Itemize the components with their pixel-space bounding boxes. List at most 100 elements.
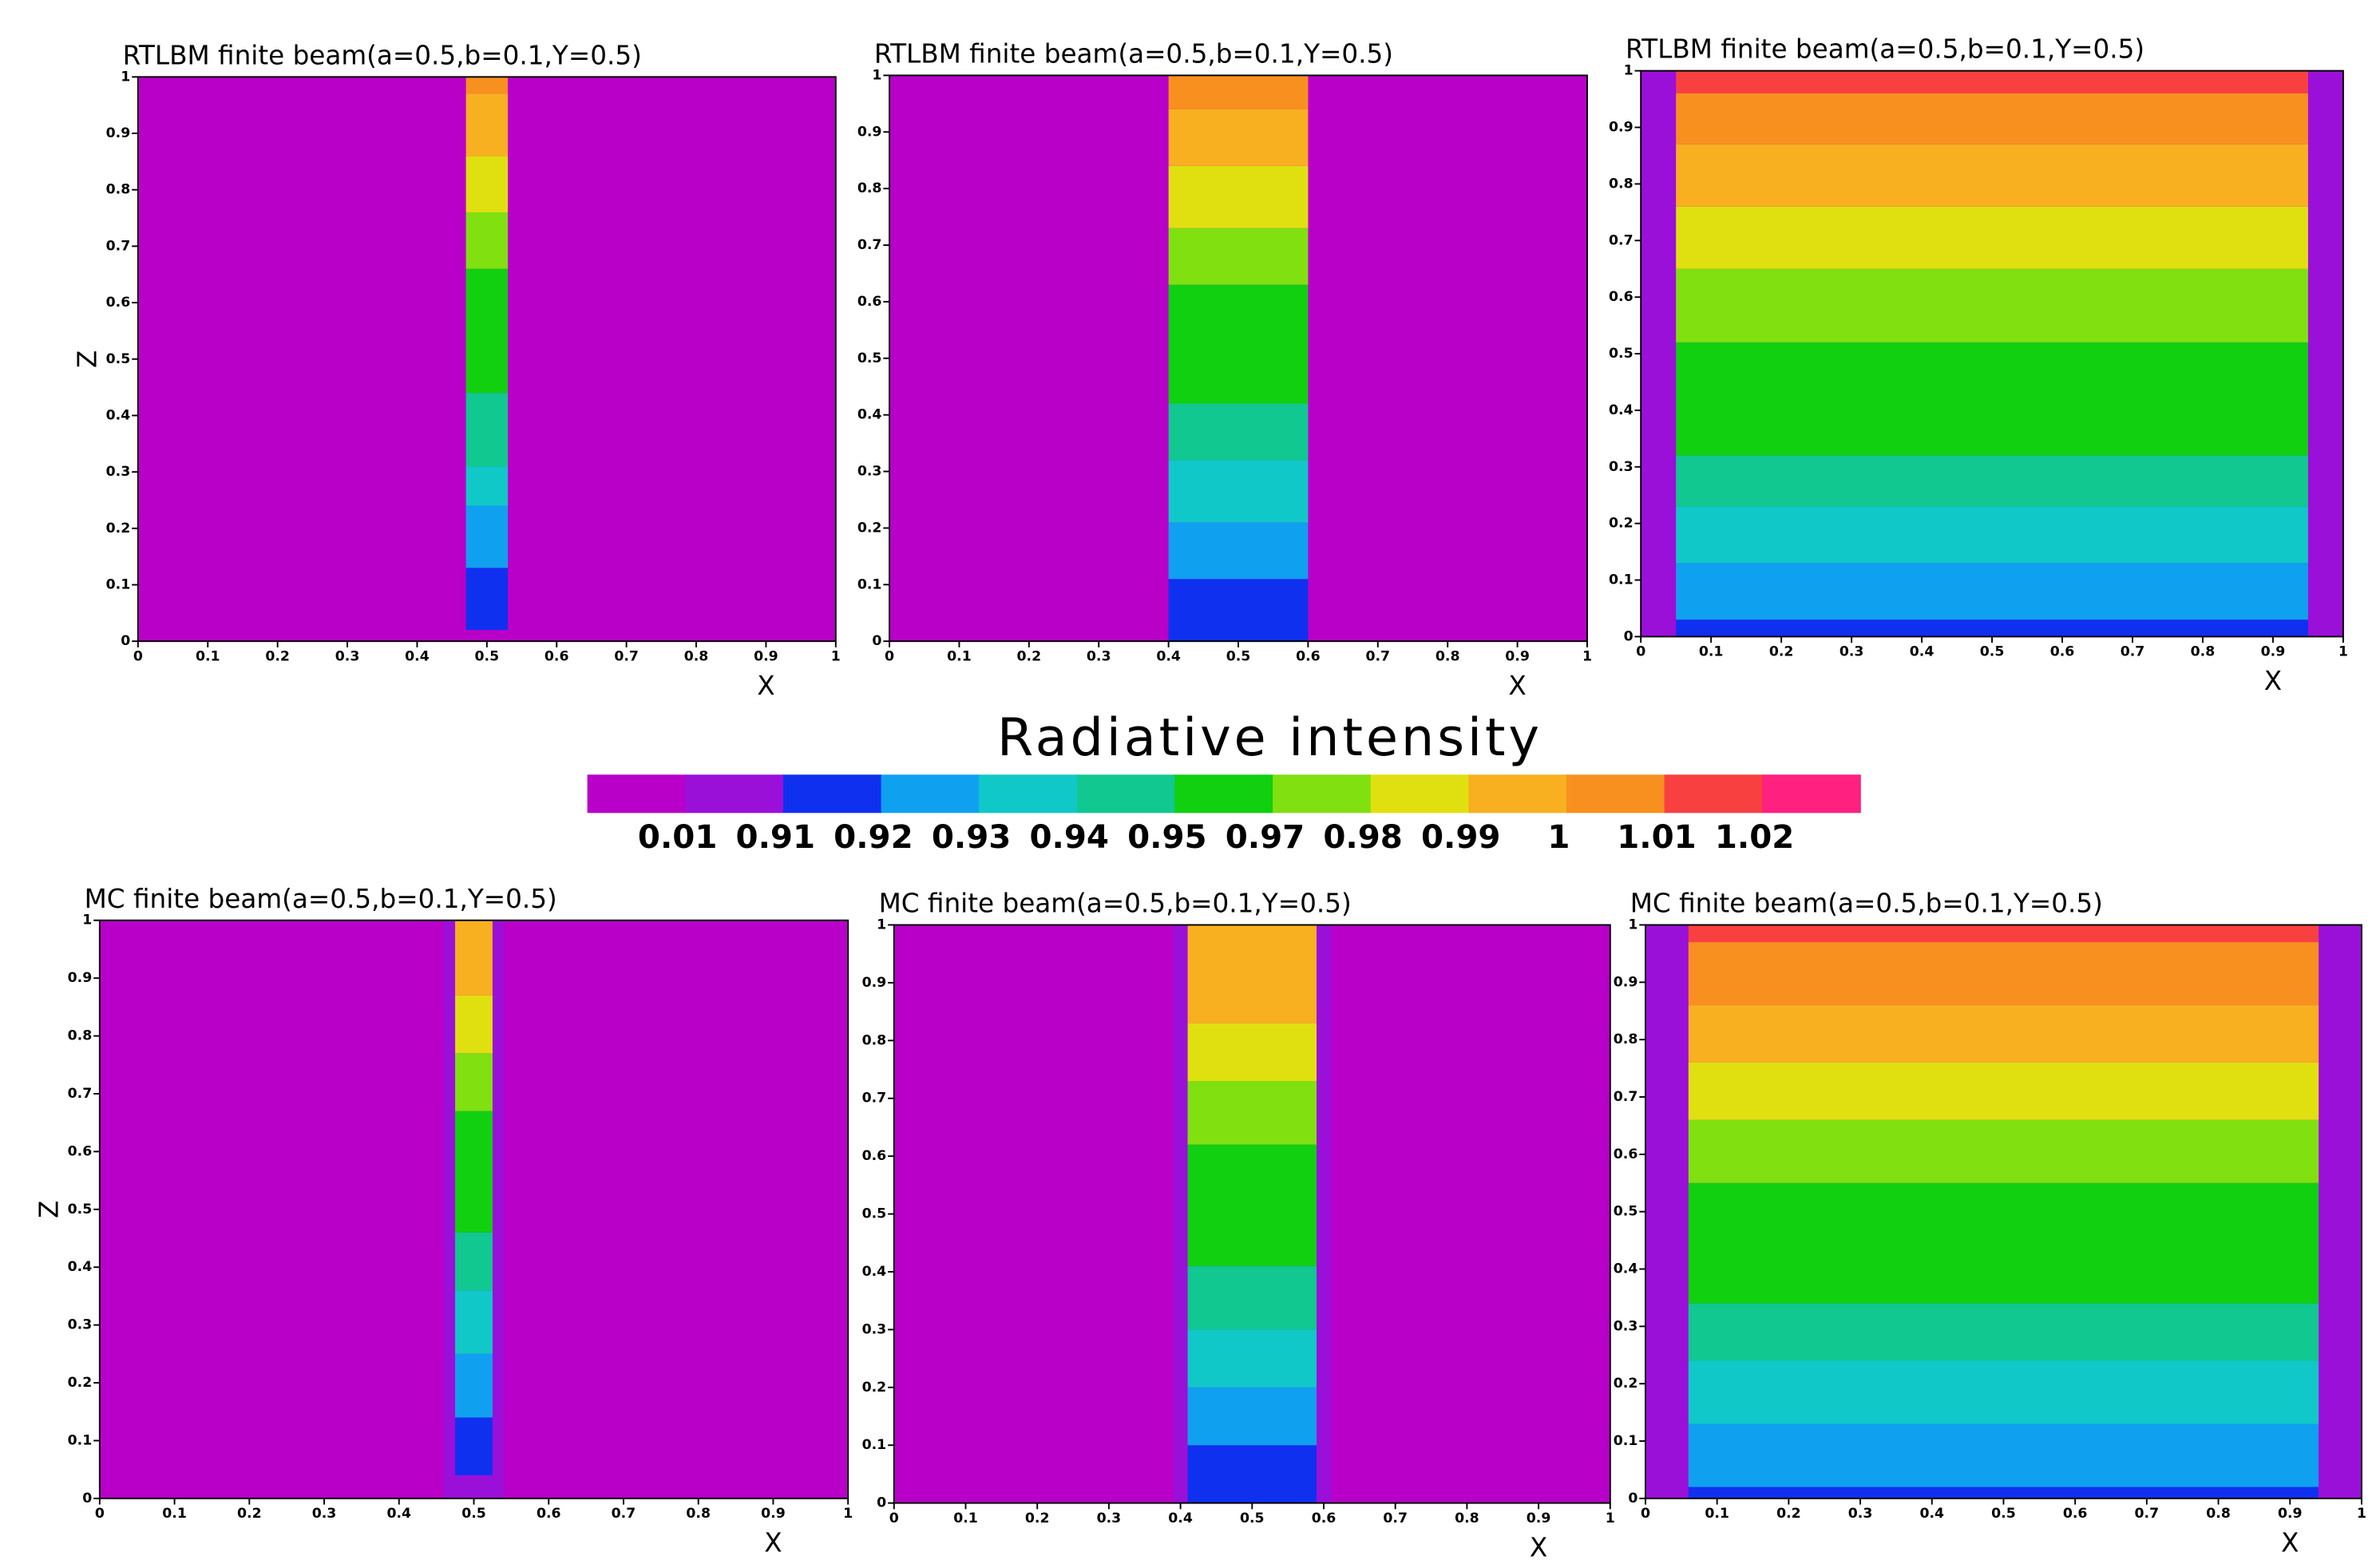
x-tick-label: 0.8 [1455,1511,1479,1526]
x-tick-label: 0.1 [953,1511,978,1526]
x-tick-label: 0.7 [614,648,639,664]
x-tick-label: 0.5 [461,1506,486,1522]
chart-title: RTLBM finite beam(a=0.5,b=0.1,Y=0.5) [1626,34,2144,65]
y-tick-label: 0.3 [106,464,131,480]
y-tick-label: 1 [82,913,92,928]
y-tick-label: 0.8 [857,180,882,196]
colorbar-tick-label: 0.93 [932,818,1012,856]
contour-band [465,212,509,269]
colorbar-swatch [587,774,687,814]
colorbar-tick-label: 0.92 [834,818,913,856]
x-tick-label: 0.2 [1017,648,1042,664]
x-tick-label: 0.5 [1240,1511,1265,1526]
x-axis-label: X [764,1527,782,1558]
y-tick-label: 0.2 [1609,516,1634,532]
colorbar-tick-label: 0.91 [736,818,816,856]
y-tick-label: 0.9 [68,970,93,986]
colorbar-swatch [782,774,882,814]
y-tick-label: 0.6 [1609,289,1634,305]
y-tick-label: 0.8 [106,182,131,198]
x-tick-label: 0.5 [1991,1506,2016,1522]
x-axis-label: X [2281,1527,2299,1558]
y-tick-label: 1 [1624,63,1634,79]
colorbar-tick-label: 1.01 [1617,818,1697,856]
x-tick-label: 0.7 [1383,1511,1408,1526]
contour-band [1688,1062,2319,1120]
x-tick-label: 0.5 [1980,644,2005,660]
y-tick-label: 0.2 [862,1380,887,1396]
colorbar-swatch [1174,774,1274,814]
contour-band [1187,1265,1317,1330]
contour-band [1676,620,2308,637]
x-tick-label: 0.3 [335,648,360,664]
contour-band [455,1053,493,1111]
contour-band [1688,1360,2319,1424]
y-tick-label: 0.8 [1609,176,1634,192]
contour-band [455,1353,493,1418]
x-tick-label: 0.1 [1705,1506,1729,1522]
x-tick-label: 0.9 [761,1506,786,1522]
y-tick-label: 0.9 [857,124,882,140]
y-tick-label: 0.1 [1609,572,1634,588]
y-tick-label: 0.8 [862,1032,887,1048]
x-tick-label: 0.7 [2121,644,2145,660]
contour-band [465,268,509,394]
x-tick-label: 0.5 [475,648,500,664]
y-tick-label: 0.1 [862,1437,887,1453]
x-tick-label: 0.3 [312,1506,337,1522]
contour-band [465,505,509,568]
contour-band [1676,268,2308,342]
x-tick-label: 0.4 [386,1506,411,1522]
x-tick-label: 0.6 [545,648,569,664]
y-tick-label: 0 [877,1495,886,1511]
colorbar-tick-label: 0.98 [1323,818,1403,856]
y-tick-label: 0.2 [857,520,882,536]
y-tick-label: 0.9 [1609,120,1634,136]
contour-band [465,93,509,156]
colorbar-tick-label: 0.99 [1421,818,1501,856]
x-tick-label: 0.5 [1226,648,1251,664]
x-axis-label: X [757,671,774,701]
colorbar-swatch [1273,774,1372,814]
y-tick-label: 0.4 [106,407,131,423]
y-tick-label: 0.4 [68,1259,93,1275]
y-tick-label: 1 [1628,917,1637,933]
x-tick-label: 0.7 [612,1506,636,1522]
y-tick-label: 0.9 [862,975,887,991]
contour-band [1187,925,1317,1024]
colorbar-swatch [1468,774,1567,814]
colorbar-tick-label: 0.95 [1127,818,1207,856]
x-tick-label: 1 [2357,1506,2366,1522]
x-tick-label: 0.7 [2135,1506,2160,1522]
x-tick-label: 0.8 [2206,1506,2231,1522]
contour-band [1168,165,1309,228]
contour-band [1676,70,2308,94]
y-tick-label: 0.2 [1614,1376,1638,1392]
contour-band [465,568,509,631]
colorbar-swatch [1566,774,1665,814]
x-tick-label: 1 [1582,648,1592,664]
contour-band [1168,522,1309,580]
x-tick-label: 0.1 [196,648,220,664]
y-tick-label: 0.2 [68,1375,93,1391]
contour-band [455,1111,493,1233]
y-tick-label: 0.7 [862,1091,887,1107]
contour-band [1688,1119,2319,1183]
x-tick-label: 0 [889,1511,899,1526]
x-tick-label: 0.1 [947,648,972,664]
x-tick-label: 0.6 [2050,644,2075,660]
x-tick-label: 0.1 [162,1506,187,1522]
x-tick-label: 0.9 [2261,644,2286,660]
contour-band [1168,284,1309,404]
y-tick-label: 0.3 [857,464,882,480]
contour-band [455,1417,493,1475]
x-tick-label: 0.7 [1365,648,1390,664]
x-tick-label: 0.4 [1156,648,1181,664]
x-tick-label: 0.9 [1527,1511,1551,1526]
contour-band [1187,1387,1317,1446]
y-tick-label: 0.9 [1614,974,1638,990]
y-tick-label: 0.8 [1614,1031,1638,1047]
contour-band [1676,144,2308,207]
contour-band [1688,925,2319,943]
contour-band [455,1232,493,1291]
